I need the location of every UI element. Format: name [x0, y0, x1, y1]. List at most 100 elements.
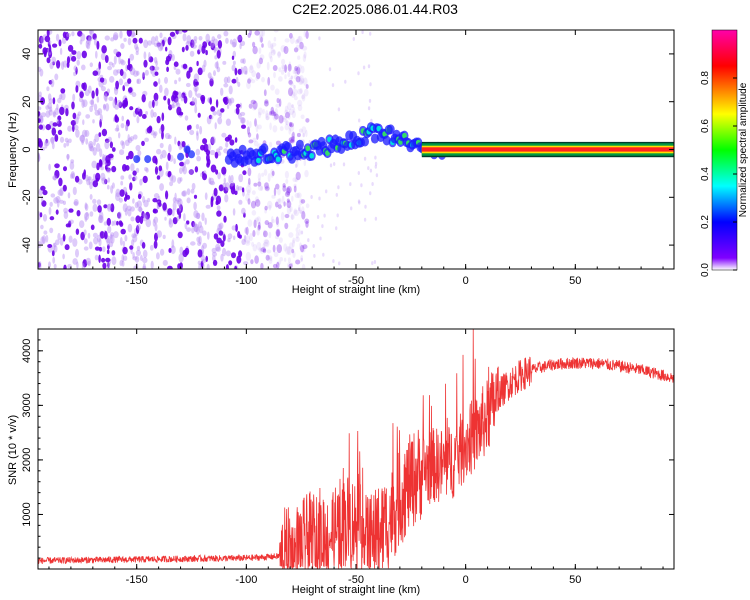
noise-cell: [75, 66, 78, 75]
noise-cell: [50, 78, 55, 88]
noise-cell: [305, 129, 308, 138]
noise-cell: [142, 212, 146, 219]
noise-cell: [149, 244, 154, 251]
noise-cell: [167, 208, 173, 216]
noise-cell: [84, 216, 88, 222]
noise-cell: [196, 155, 202, 162]
noise-cell: [107, 184, 110, 190]
noise-cell: [137, 150, 142, 156]
noise-cell: [102, 103, 107, 110]
noise-cell: [135, 144, 141, 152]
noise-cell: [298, 128, 303, 133]
noise-cell: [290, 213, 294, 220]
noise-cell: [76, 59, 80, 66]
noise-cell: [369, 31, 372, 36]
noise-cell: [261, 172, 265, 177]
noise-cell: [271, 42, 277, 47]
noise-cell: [137, 108, 143, 117]
noise-cell: [127, 137, 133, 144]
noise-cell: [293, 84, 296, 89]
noise-cell: [267, 173, 271, 182]
noise-cell: [156, 40, 160, 49]
noise-cell: [303, 30, 307, 38]
noise-cell: [252, 137, 257, 143]
noise-cell: [106, 217, 112, 226]
noise-cell: [269, 122, 272, 131]
noise-cell: [241, 117, 246, 124]
noise-cell: [289, 139, 295, 144]
snr-axes: -150 -100 -50 0 50 1000 2000 3000 4000: [21, 328, 674, 586]
noise-cell: [86, 178, 90, 186]
noise-cell: [216, 205, 221, 211]
ridge-cell: [260, 143, 269, 154]
noise-cell: [238, 112, 242, 120]
noise-cell: [179, 246, 184, 255]
noise-cell: [102, 153, 105, 163]
noise-cell: [289, 36, 295, 45]
noise-cell: [87, 232, 91, 239]
noise-cell: [153, 216, 159, 224]
noise-cell: [357, 199, 361, 204]
noise-cell: [52, 122, 58, 127]
noise-cell: [253, 182, 258, 187]
noise-cell: [268, 204, 272, 211]
noise-cell: [84, 203, 89, 211]
noise-cell: [77, 111, 82, 116]
noise-cell: [101, 257, 106, 263]
noise-cell: [88, 241, 93, 250]
noise-cell: [172, 217, 178, 225]
noise-cell: [304, 218, 310, 224]
noise-cell: [38, 140, 43, 148]
noise-cell: [266, 249, 272, 254]
colorbar-gradient: [712, 30, 737, 270]
noise-cell: [296, 38, 299, 43]
noise-cell: [271, 216, 274, 224]
noise-cell: [154, 232, 158, 242]
noise-cell: [263, 229, 266, 238]
noise-cell: [263, 89, 267, 97]
noise-cell: [55, 33, 60, 42]
noise-cell: [59, 136, 65, 143]
noise-cell: [273, 49, 276, 55]
noise-cell: [249, 121, 252, 128]
noise-cell: [250, 99, 256, 105]
noise-cell: [70, 171, 75, 179]
noise-cell: [96, 96, 100, 103]
noise-cell: [284, 38, 290, 43]
noise-cell: [150, 109, 154, 118]
noise-cell: [252, 46, 258, 55]
noise-cell: [293, 47, 299, 53]
noise-cell: [136, 223, 141, 231]
noise-cell: [251, 70, 257, 78]
noise-cell: [256, 241, 262, 251]
noise-cell: [133, 134, 138, 140]
noise-cell: [66, 140, 70, 147]
noise-cell: [292, 88, 298, 97]
noise-cell: [122, 103, 125, 108]
noise-cell: [196, 226, 200, 235]
noise-cell: [92, 198, 97, 204]
noise-cell: [247, 32, 251, 38]
noise-cell: [298, 80, 304, 85]
noise-cell: [68, 235, 73, 243]
noise-cell: [107, 244, 110, 250]
noise-cell: [136, 78, 139, 84]
noise-cell: [135, 215, 141, 224]
noise-cell: [248, 139, 254, 144]
noise-cell: [129, 245, 134, 250]
noise-cell: [111, 182, 115, 189]
noise-cell: [174, 136, 177, 145]
noise-cell: [335, 226, 338, 231]
noise-cell: [45, 105, 50, 110]
noise-cell: [107, 225, 112, 234]
noise-cell: [298, 204, 301, 211]
noise-cell: [126, 30, 132, 37]
noise-cell: [227, 233, 233, 240]
noise-cell: [202, 173, 207, 181]
noise-cell: [212, 111, 217, 116]
noise-cell: [240, 66, 244, 75]
noise-cell: [54, 73, 59, 81]
noise-cell: [257, 124, 262, 130]
noise-cell: [134, 255, 140, 263]
noise-cell: [171, 239, 175, 249]
